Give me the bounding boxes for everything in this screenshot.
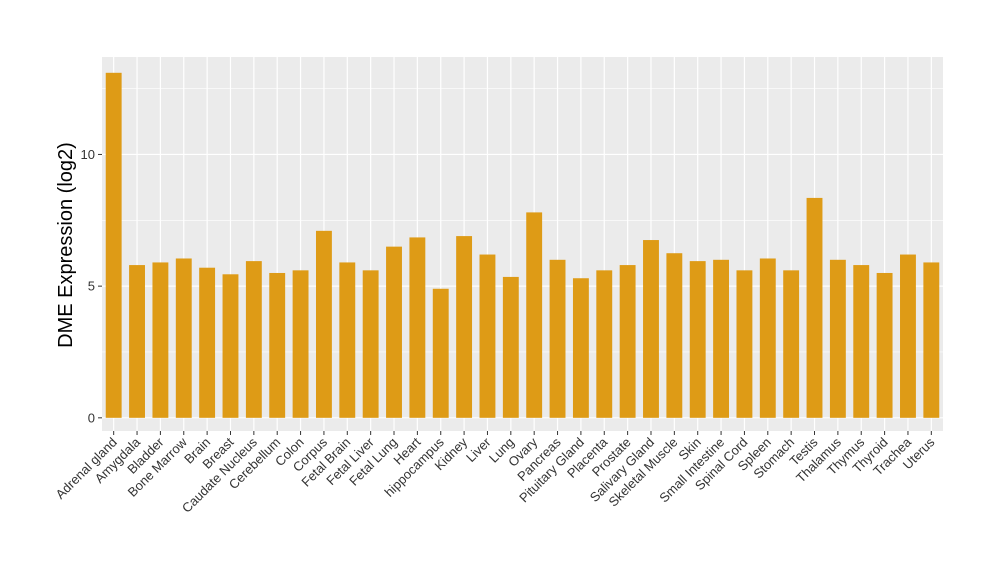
bar-brain	[199, 267, 216, 418]
bar-small-intestine	[713, 259, 730, 418]
bar-breast	[222, 274, 239, 418]
bar-thyroid	[876, 272, 893, 418]
y-tick-label: 5	[88, 279, 95, 294]
bar-testis	[806, 197, 823, 418]
plot-panel	[102, 57, 943, 431]
bar-hippocampus	[432, 288, 449, 418]
bar-skeletal-muscle	[666, 253, 683, 418]
bar-corpus	[315, 230, 332, 418]
bar-pancreas	[549, 259, 566, 418]
bar-salivary-gland	[643, 240, 659, 418]
x-tick-label: Liver	[463, 434, 494, 465]
bar-heart	[409, 237, 426, 418]
bar-prostate	[619, 265, 636, 418]
bar-colon	[292, 270, 309, 418]
y-axis-title: DME Expression (log2)	[55, 142, 77, 348]
bar-fetal-lung	[386, 246, 402, 418]
bar-bladder	[152, 262, 169, 418]
bar-ovary	[526, 212, 543, 418]
minor-gridlines	[102, 88, 943, 353]
y-tick-label: 0	[88, 410, 95, 425]
bar-pituitary-gland	[572, 278, 589, 418]
bar-adrenal-gland	[105, 72, 122, 418]
y-tick-label: 10	[81, 147, 95, 162]
bar-uterus	[923, 262, 940, 418]
bar-fetal-liver	[362, 270, 379, 418]
bar-caudate-nucleus	[245, 261, 262, 418]
bar-lung	[502, 276, 519, 418]
bar-bone-marrow	[175, 258, 192, 418]
bar-cerebellum	[269, 272, 286, 418]
bar-fetal-brain	[339, 262, 356, 418]
bar-stomach	[783, 270, 800, 418]
bar-kidney	[456, 236, 473, 418]
bar-amygdala	[129, 265, 145, 418]
bar-liver	[479, 254, 496, 418]
bar-thalamus	[829, 259, 846, 418]
bar-skin	[689, 261, 706, 418]
y-axis-ticks: 0 5 10	[81, 147, 102, 425]
bars	[105, 72, 940, 418]
bar-spinal-cord	[736, 270, 753, 418]
bar-placenta	[596, 270, 613, 418]
bar-spleen	[759, 258, 776, 418]
bar-thymus	[853, 265, 870, 418]
bar-trachea	[900, 254, 916, 418]
